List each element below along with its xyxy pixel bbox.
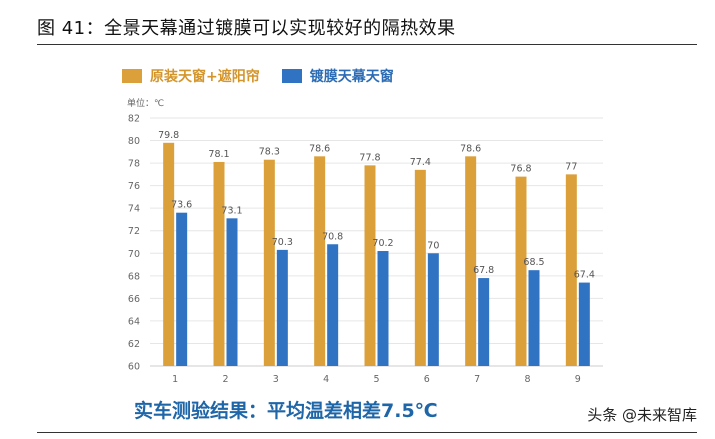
y-tick-label: 82 (128, 114, 140, 125)
data-label-series-1: 78.6 (460, 143, 481, 154)
x-tick-label: 9 (575, 374, 581, 385)
watermark: 头条 @未来智库 (587, 406, 697, 424)
bar-series-2 (427, 253, 439, 366)
x-tick-label: 5 (373, 374, 379, 385)
data-label-series-2: 73.1 (221, 205, 242, 216)
legend-item-series-2: 镀膜天幕天窗 (281, 66, 394, 86)
y-tick-label: 76 (128, 181, 140, 192)
bar-series-1 (465, 156, 477, 366)
data-label-series-1: 78.6 (309, 143, 330, 154)
figure-title: 图 41：全景天幕通过镀膜可以实现较好的隔热效果 (37, 18, 456, 39)
data-label-series-1: 78.3 (259, 147, 280, 158)
y-tick-label: 68 (128, 271, 140, 282)
legend-swatch-series-1 (122, 69, 142, 83)
chart-legend: 原装天窗+遮阳帘 镀膜天幕天窗 (122, 66, 394, 86)
bar-series-1 (515, 176, 527, 366)
x-tick-label: 4 (323, 374, 329, 385)
bar-series-1 (263, 159, 275, 366)
x-tick-label: 7 (474, 374, 480, 385)
x-tick-label: 3 (273, 374, 279, 385)
data-label-series-1: 76.8 (510, 164, 531, 175)
legend-swatch-series-2 (281, 69, 302, 83)
legend-item-series-1: 原装天窗+遮阳帘 (122, 66, 260, 86)
x-tick-label: 2 (222, 374, 228, 385)
y-tick-label: 78 (128, 159, 140, 170)
bar-series-2 (327, 244, 339, 366)
data-label-series-1: 77.8 (359, 152, 380, 163)
data-label-series-2: 67.8 (473, 265, 494, 276)
x-tick-label: 1 (172, 374, 178, 385)
bar-series-2 (377, 251, 389, 366)
data-label-series-2: 68.5 (523, 257, 544, 268)
bottom-rule (37, 432, 697, 433)
data-label-series-1: 77.4 (410, 157, 431, 168)
y-tick-label: 66 (128, 294, 140, 305)
conclusion-text: 实车测验结果：平均温差相差7.5℃ (134, 400, 438, 422)
top-rule (37, 44, 697, 45)
data-label-series-2: 70.2 (372, 238, 393, 249)
data-label-series-2: 67.4 (574, 270, 595, 281)
bar-series-2 (578, 282, 590, 366)
y-tick-label: 60 (128, 362, 140, 373)
y-tick-label: 64 (128, 316, 140, 327)
x-tick-label: 8 (524, 374, 530, 385)
y-tick-label: 80 (128, 136, 140, 147)
bar-series-2 (226, 218, 238, 366)
bar-series-1 (314, 156, 326, 366)
legend-label-series-1: 原装天窗+遮阳帘 (150, 69, 260, 85)
y-axis-unit-label: 单位：℃ (127, 97, 164, 109)
bar-series-1 (565, 174, 577, 366)
bar-series-1 (364, 165, 376, 366)
x-tick-label: 6 (424, 374, 430, 385)
data-label-series-1: 77 (565, 161, 577, 172)
y-tick-label: 72 (128, 226, 140, 237)
y-tick-label: 62 (128, 339, 140, 350)
bar-series-2 (478, 278, 490, 366)
data-label-series-2: 70.3 (272, 237, 293, 248)
data-label-series-2: 70 (427, 240, 439, 251)
bar-series-2 (528, 270, 540, 366)
data-label-series-2: 70.8 (322, 231, 343, 242)
bar-series-2 (276, 249, 288, 366)
data-label-series-1: 79.8 (158, 130, 179, 141)
bar-series-1 (414, 169, 426, 366)
bar-series-1 (213, 161, 225, 366)
bar-series-2 (176, 212, 188, 366)
data-label-series-2: 73.6 (171, 200, 192, 211)
legend-label-series-2: 镀膜天幕天窗 (309, 69, 394, 85)
y-tick-label: 74 (128, 204, 140, 215)
data-label-series-1: 78.1 (208, 149, 229, 160)
bar-series-1 (163, 142, 175, 366)
y-tick-label: 70 (128, 249, 140, 260)
